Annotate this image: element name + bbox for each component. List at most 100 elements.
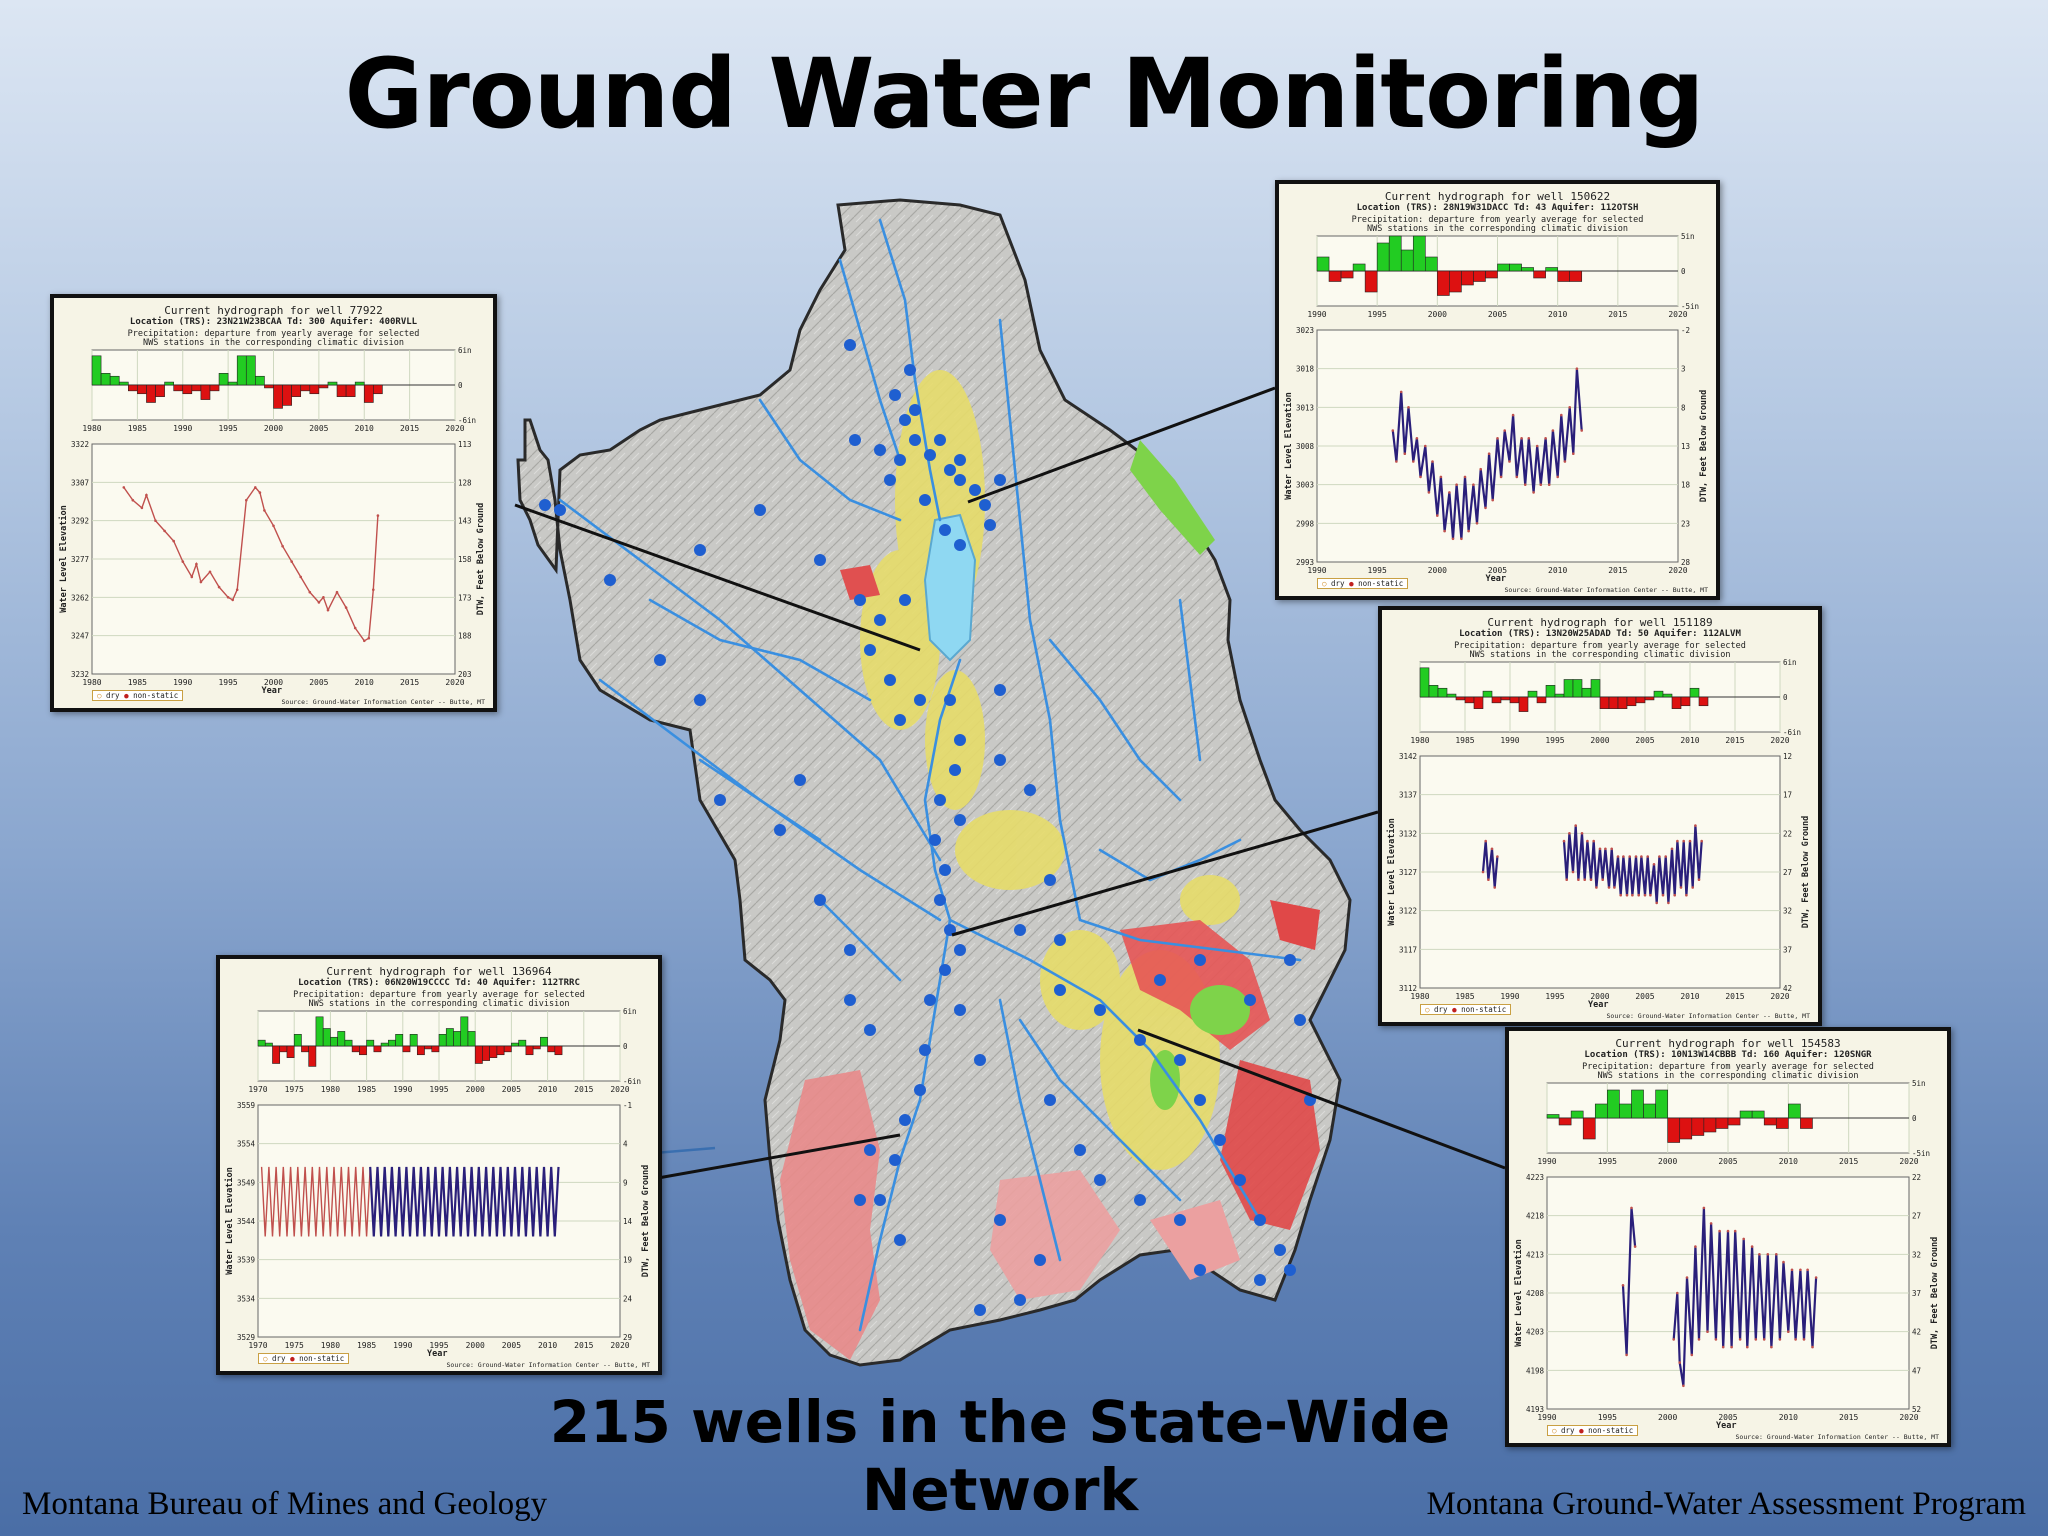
water-level-point bbox=[1690, 1353, 1694, 1357]
water-level-point bbox=[1778, 1338, 1782, 1341]
precip-xtick-label: 2010 bbox=[1548, 310, 1567, 319]
water-level-point bbox=[1481, 870, 1485, 874]
precip-bar bbox=[1473, 270, 1486, 282]
well-dot bbox=[1154, 974, 1166, 986]
water-level-point bbox=[1563, 460, 1567, 463]
water-level-point bbox=[263, 509, 266, 512]
water-level-point bbox=[1658, 855, 1661, 858]
well-dot bbox=[814, 554, 826, 566]
well-dot bbox=[714, 794, 726, 806]
water-level-point bbox=[322, 596, 325, 599]
well-dot bbox=[1194, 1094, 1206, 1106]
precip-bar bbox=[354, 381, 365, 386]
hydrograph-well-154583: Current hydrograph for well 154583 Locati… bbox=[1505, 1027, 1951, 1447]
water-level-point bbox=[131, 498, 135, 502]
precip-xtick-label: 1985 bbox=[357, 1085, 376, 1094]
precip-bar bbox=[322, 1028, 331, 1047]
hydrograph-plot: 1980 1980 1985 1985 1990 1990 1995 1995 2000 2000… bbox=[58, 346, 486, 687]
precip-bar bbox=[1340, 270, 1354, 279]
precip-note-line: Precipitation: departure from yearly ave… bbox=[1454, 641, 1746, 651]
water-level-point bbox=[1448, 491, 1451, 494]
water-xtick-label: 1990 bbox=[1307, 566, 1326, 575]
xlabel: Year bbox=[1588, 1000, 1609, 1010]
well-dot bbox=[904, 364, 916, 376]
precip-bar bbox=[525, 1045, 534, 1056]
precip-bar bbox=[547, 1045, 556, 1053]
precip-bar bbox=[482, 1045, 490, 1061]
water-level-point bbox=[1574, 824, 1577, 827]
water-ytick-label: 3018 bbox=[1296, 365, 1315, 374]
water-level-point bbox=[1794, 1338, 1797, 1341]
dtw-ytick-label: 143 bbox=[458, 517, 472, 526]
precip-bar bbox=[366, 1039, 375, 1047]
dtw-ytick-label: 128 bbox=[458, 478, 472, 487]
legend-non-static-marker: ● bbox=[119, 691, 134, 700]
water-level-point bbox=[1419, 475, 1422, 479]
water-level-point bbox=[1527, 437, 1531, 440]
well-dot bbox=[1254, 1274, 1266, 1286]
precip-bar bbox=[1679, 1117, 1693, 1140]
precip-xtick-label: 2015 bbox=[1725, 736, 1744, 745]
well-dot bbox=[1194, 954, 1206, 966]
precip-bar bbox=[511, 1042, 519, 1047]
water-level-point bbox=[1586, 839, 1589, 843]
hydrograph-title: Current hydrograph for well 136964 bbox=[326, 965, 552, 978]
well-dot bbox=[944, 694, 956, 706]
water-level-point bbox=[1694, 824, 1697, 827]
precip-bar bbox=[173, 384, 184, 392]
precip-bar bbox=[1653, 690, 1664, 698]
precip-xtick-label: 1990 bbox=[173, 424, 192, 433]
water-level-point bbox=[1770, 1345, 1773, 1349]
water-level-point bbox=[1598, 847, 1602, 851]
water-ytick-label: 4218 bbox=[1526, 1212, 1545, 1221]
well-dot bbox=[919, 494, 931, 506]
well-dot bbox=[874, 614, 886, 626]
water-xtick-label: 2010 bbox=[1779, 1413, 1798, 1422]
water-level-point bbox=[1742, 1237, 1745, 1241]
precip-xtick-label: 1985 bbox=[1455, 736, 1474, 745]
well-dot bbox=[954, 1004, 966, 1016]
well-dot bbox=[1274, 1244, 1286, 1256]
water-level-point bbox=[1487, 452, 1491, 456]
well-dot bbox=[884, 474, 896, 486]
precip-bar bbox=[1545, 685, 1556, 698]
water-level-point bbox=[1754, 1338, 1758, 1341]
water-level-point bbox=[199, 580, 203, 584]
water-xtick-label: 2015 bbox=[1725, 992, 1744, 1001]
precip-bar bbox=[1572, 679, 1583, 698]
well-dot bbox=[1034, 1254, 1046, 1266]
hydrograph-plot: 1980 1980 1985 1985 1990 1990 1995 1995 2000 2000… bbox=[1386, 658, 1811, 1001]
precip-bar bbox=[1563, 679, 1574, 698]
well-dot bbox=[1284, 1264, 1296, 1276]
water-xtick-label: 1995 bbox=[218, 678, 237, 687]
dtw-ytick-label: 27 bbox=[1783, 868, 1792, 877]
precip-xtick-label: 2000 bbox=[1428, 310, 1447, 319]
water-level-point bbox=[1613, 886, 1616, 889]
precip-axis-label: 0 bbox=[458, 381, 463, 390]
water-level-line bbox=[1621, 1207, 1637, 1355]
water-level-point bbox=[1673, 893, 1676, 897]
water-level-point bbox=[122, 486, 126, 489]
dtw-ytick-label: 37 bbox=[1912, 1289, 1921, 1298]
xlabel: Year bbox=[1716, 1421, 1737, 1431]
precip-bar bbox=[467, 1031, 476, 1047]
precip-bar bbox=[1364, 270, 1378, 293]
water-ytick-label: 3539 bbox=[237, 1256, 255, 1265]
water-level-point bbox=[1493, 886, 1496, 889]
water-level-point bbox=[1610, 847, 1613, 851]
dtw-ytick-label: 42 bbox=[1912, 1328, 1921, 1337]
water-level-point bbox=[1697, 1338, 1701, 1341]
precip-bar bbox=[1554, 693, 1565, 698]
water-level-point bbox=[195, 562, 198, 566]
well-dot bbox=[754, 504, 766, 516]
water-level-point bbox=[1619, 893, 1622, 897]
water-xtick-label: 1975 bbox=[285, 1341, 304, 1350]
water-level-point bbox=[1463, 475, 1467, 479]
y2label: DTW, Feet Below Ground bbox=[1801, 816, 1811, 929]
precip-bar bbox=[1527, 690, 1538, 698]
precip-bar bbox=[137, 384, 147, 395]
precip-bar bbox=[1800, 1117, 1813, 1129]
water-level-point bbox=[1676, 1291, 1679, 1295]
hydrograph-well-136964: Current hydrograph for well 136964 Locati… bbox=[216, 955, 662, 1375]
well-dot bbox=[1134, 1034, 1146, 1046]
